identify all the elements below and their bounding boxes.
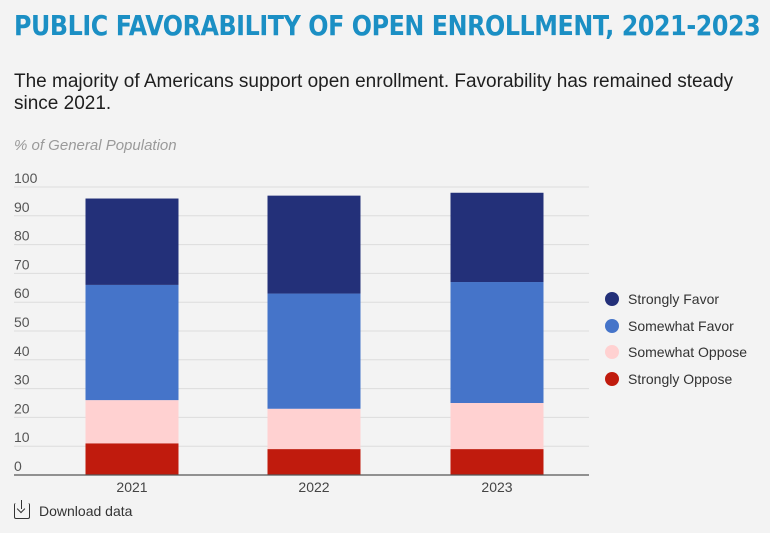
bar-segment-somewhat-favor — [450, 282, 544, 403]
bar-segment-somewhat-favor — [267, 293, 361, 409]
x-tick-label: 2022 — [298, 479, 329, 495]
bar-segment-somewhat-oppose — [267, 408, 361, 450]
legend-label: Strongly Favor — [628, 291, 720, 308]
y-tick-label: 100 — [14, 170, 38, 186]
chart-subtitle: The majority of Americans support open e… — [14, 71, 734, 114]
bar-segment-strongly-oppose — [85, 443, 179, 475]
y-tick-label: 50 — [14, 314, 30, 330]
y-tick-label: 60 — [14, 285, 30, 301]
bar-segment-strongly-oppose — [267, 449, 361, 475]
bar-segment-strongly-oppose — [450, 449, 544, 475]
y-tick-label: 80 — [14, 228, 30, 244]
bar-segment-somewhat-oppose — [450, 403, 544, 450]
bar-segment-somewhat-oppose — [85, 400, 179, 444]
x-tick-label: 2023 — [481, 479, 512, 495]
y-tick-label: 90 — [14, 199, 30, 215]
unit-label: % of General Population — [14, 137, 177, 154]
bar-segment-strongly-favor — [450, 192, 544, 283]
bar-segment-strongly-favor — [85, 198, 179, 285]
chart-legend: Strongly Favor Somewhat Favor Somewhat Opp… — [605, 286, 747, 392]
legend-swatch — [605, 318, 619, 333]
legend-swatch — [605, 345, 619, 360]
legend-label: Somewhat Oppose — [628, 344, 748, 361]
legend-item: Strongly Favor — [605, 286, 747, 313]
y-tick-label: 40 — [14, 343, 30, 359]
x-tick-label: 2021 — [116, 479, 147, 495]
y-tick-label: 30 — [14, 372, 30, 388]
download-data-label: Download data — [39, 503, 133, 519]
legend-label: Strongly Oppose — [628, 370, 733, 387]
y-tick-label: 10 — [14, 429, 30, 445]
y-tick-label: 0 — [14, 458, 22, 474]
legend-swatch — [605, 292, 619, 307]
y-tick-label: 70 — [14, 256, 30, 272]
bar-segment-strongly-favor — [267, 195, 361, 294]
download-data-button[interactable]: Download data — [14, 500, 133, 519]
legend-label: Somewhat Favor — [628, 317, 734, 334]
chart-title: PUBLIC FAVORABILITY OF OPEN ENROLLMENT, … — [14, 9, 761, 42]
legend-item: Strongly Oppose — [605, 366, 747, 393]
bar-segment-somewhat-favor — [85, 284, 179, 401]
legend-swatch — [605, 371, 619, 386]
download-icon — [14, 500, 30, 519]
legend-item: Somewhat Favor — [605, 313, 747, 340]
legend-item: Somewhat Oppose — [605, 339, 747, 366]
y-tick-label: 20 — [14, 400, 30, 416]
